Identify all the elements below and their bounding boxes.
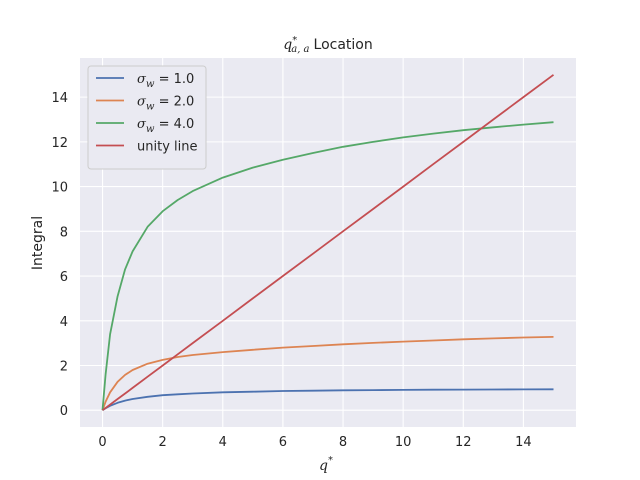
series-line xyxy=(101,336,554,411)
x-tick-label: 12 xyxy=(455,435,472,450)
x-tick-label: 6 xyxy=(279,435,287,450)
chart-title: q* a, a Location xyxy=(283,35,372,55)
tick-labels: 0 2 4 6 8 10 12 14 0 2 4 6 8 10 12 14 xyxy=(51,91,531,450)
grid xyxy=(80,58,576,427)
x-tick-label: 4 xyxy=(219,435,227,450)
y-tick-label: 0 xyxy=(60,404,68,419)
legend-label: σw = 1.0 xyxy=(137,72,194,90)
y-tick-label: 6 xyxy=(60,270,68,285)
series-line xyxy=(101,74,555,411)
x-axis-label: q* xyxy=(319,455,333,474)
y-axis-label: Integral xyxy=(30,216,46,270)
legend-label: σw = 2.0 xyxy=(137,95,194,113)
x-tick-label: 14 xyxy=(515,435,532,450)
series-lines xyxy=(101,74,555,411)
x-tick-label: 10 xyxy=(395,435,412,450)
y-tick-label: 2 xyxy=(60,360,68,375)
y-tick-label: 10 xyxy=(51,181,68,196)
legend-label: unity line xyxy=(137,140,197,155)
series-line xyxy=(101,121,554,411)
x-tick-label: 2 xyxy=(159,435,167,450)
y-tick-label: 14 xyxy=(51,91,68,106)
legend-box xyxy=(87,65,207,170)
x-tick-label: 0 xyxy=(98,435,106,450)
y-tick-label: 12 xyxy=(51,136,68,151)
y-tick-label: 4 xyxy=(60,315,68,330)
y-tick-label: 8 xyxy=(60,225,68,240)
legend-label: σw = 4.0 xyxy=(137,117,194,135)
legend: σw = 1.0 σw = 2.0 σw = 4.0 unity line xyxy=(87,65,207,170)
x-tick-label: 8 xyxy=(339,435,347,450)
series-line xyxy=(102,388,554,411)
